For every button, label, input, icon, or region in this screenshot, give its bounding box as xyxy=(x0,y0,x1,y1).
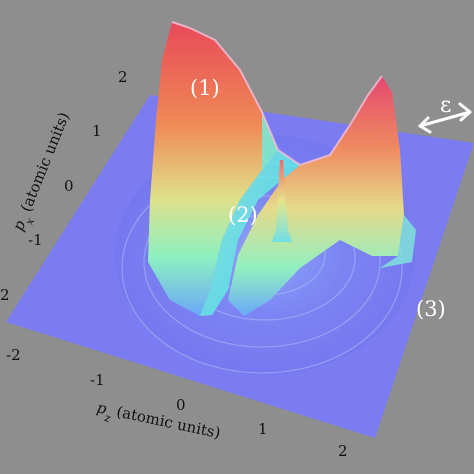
y-tick: 1 xyxy=(92,122,102,140)
label-region-3: (3) xyxy=(416,297,446,321)
lobe-right-wall xyxy=(228,76,404,316)
x-tick: -1 xyxy=(90,371,105,389)
lobe-crest xyxy=(171,21,383,167)
x-axis-ticks: -2 -1 0 1 2 xyxy=(6,346,348,460)
y-tick: 0 xyxy=(64,177,74,195)
x-tick: 1 xyxy=(258,420,268,438)
lobe-1-inner-face xyxy=(200,112,300,316)
y-axis-ticks: 2 1 0 -1 2 xyxy=(0,68,128,304)
x-axis-title: pz (atomic units) xyxy=(94,398,222,447)
label-region-2: (2) xyxy=(228,203,258,227)
label-region-1: (1) xyxy=(190,76,220,100)
x-tick: 2 xyxy=(338,442,348,460)
polarization-arrow-icon xyxy=(418,102,472,134)
y-axis-title: px (atomic units) xyxy=(9,110,78,236)
lobe-right-skirt xyxy=(380,215,416,268)
x-tick: -2 xyxy=(6,346,21,364)
lobe-1-left-wall xyxy=(148,22,278,316)
y-tick: 2 xyxy=(118,68,128,86)
y-tick: 2 xyxy=(0,286,10,304)
y-tick: -1 xyxy=(28,231,43,249)
central-spike xyxy=(272,160,292,242)
x-tick: 0 xyxy=(176,396,186,414)
polarization-symbol: ε xyxy=(440,93,451,118)
